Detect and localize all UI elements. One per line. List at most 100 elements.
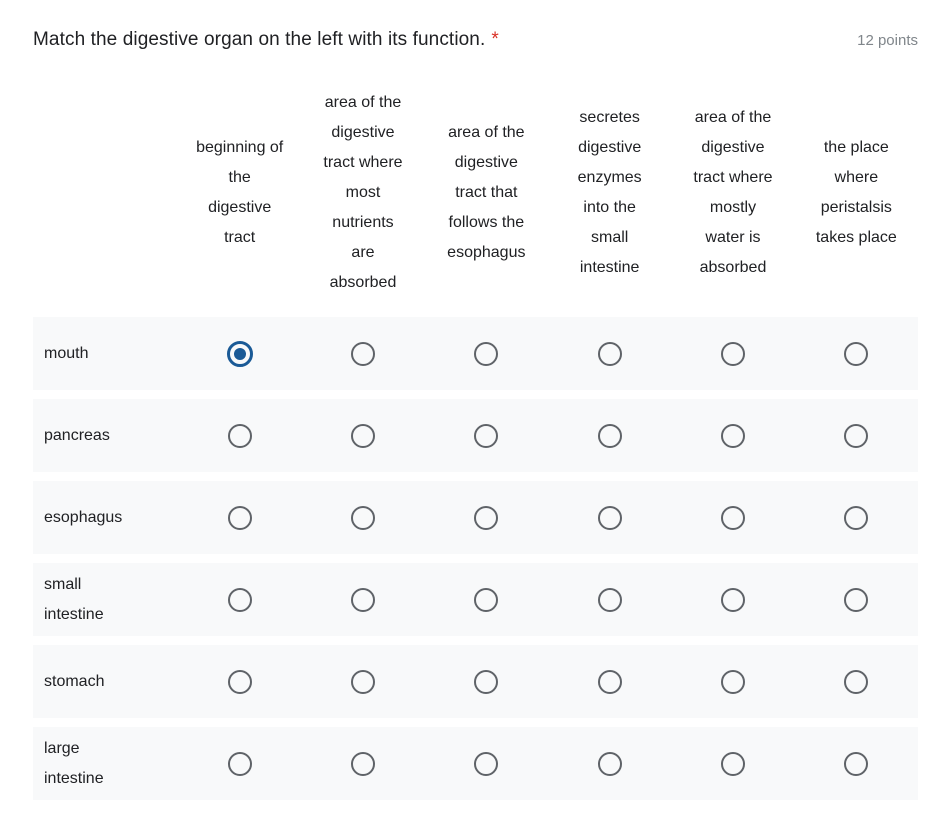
question-title: Match the digestive organ on the left wi… [33,28,499,52]
grid-row-mouth: mouth [33,317,918,390]
radio-cell-stomach-c4 [548,669,671,694]
radio-pancreas-c3[interactable] [474,423,499,448]
grid-row-small-intestine: small intestine [33,563,918,636]
radio-small-intestine-c2[interactable] [350,587,375,612]
row-label-text: esophagus [44,508,123,526]
radio-cell-esophagus-c5 [671,505,794,530]
row-label-pancreas: pancreas [33,421,178,451]
row-label-small-intestine: small intestine [33,570,178,630]
row-label-text: small intestine [44,575,104,623]
radio-small-intestine-c3[interactable] [474,587,499,612]
radio-small-intestine-c1[interactable] [227,587,252,612]
radio-cell-mouth-c4 [548,341,671,366]
radio-cell-large-intestine-c2 [301,751,424,776]
radio-pancreas-c6[interactable] [844,423,869,448]
radio-esophagus-c5[interactable] [720,505,745,530]
radio-cell-pancreas-c2 [301,423,424,448]
radio-large-intestine-c2[interactable] [350,751,375,776]
radio-large-intestine-c1[interactable] [227,751,252,776]
radio-mouth-c5[interactable] [720,341,745,366]
radio-mouth-c6[interactable] [844,341,869,366]
radio-pancreas-c1[interactable] [227,423,252,448]
radio-cell-mouth-c1 [178,340,301,367]
radio-esophagus-c6[interactable] [844,505,869,530]
radio-stomach-c2[interactable] [350,669,375,694]
row-label-large-intestine: large intestine [33,734,178,794]
radio-cell-small-intestine-c2 [301,587,424,612]
radio-cell-pancreas-c4 [548,423,671,448]
radio-cell-small-intestine-c3 [425,587,548,612]
radio-cell-small-intestine-c5 [671,587,794,612]
radio-small-intestine-c4[interactable] [597,587,622,612]
radio-stomach-c6[interactable] [844,669,869,694]
radio-stomach-c3[interactable] [474,669,499,694]
radio-cell-stomach-c2 [301,669,424,694]
row-label-text: large intestine [44,739,104,787]
row-label-esophagus: esophagus [33,503,178,533]
radio-large-intestine-c5[interactable] [720,751,745,776]
radio-cell-stomach-c6 [795,669,918,694]
row-label-text: pancreas [44,426,110,444]
column-header-label: area of the digestive tract where mostly… [693,109,773,276]
radio-mouth-c2[interactable] [350,341,375,366]
radio-cell-pancreas-c6 [795,423,918,448]
column-header-label: the place where peristalsis takes place [815,139,897,246]
grid-row-large-intestine: large intestine [33,727,918,800]
radio-cell-mouth-c5 [671,341,794,366]
radio-small-intestine-c6[interactable] [844,587,869,612]
radio-large-intestine-c4[interactable] [597,751,622,776]
radio-stomach-c1[interactable] [227,669,252,694]
column-header-label: beginning of the digestive tract [196,139,284,246]
radio-cell-mouth-c6 [795,341,918,366]
radio-cell-pancreas-c5 [671,423,794,448]
radio-cell-esophagus-c2 [301,505,424,530]
column-header-4: secretes digestive enzymes into the smal… [548,88,671,308]
radio-large-intestine-c3[interactable] [474,751,499,776]
radio-cell-stomach-c1 [178,669,301,694]
required-asterisk: * [491,29,499,50]
radio-pancreas-c4[interactable] [597,423,622,448]
radio-cell-small-intestine-c6 [795,587,918,612]
grid-row-esophagus: esophagus [33,481,918,554]
question-header: Match the digestive organ on the left wi… [33,28,918,52]
grid-column-headers: beginning of the digestive tract area of … [33,88,918,308]
column-header-1: beginning of the digestive tract [178,88,301,308]
radio-esophagus-c1[interactable] [227,505,252,530]
radio-mouth-c1[interactable] [226,340,253,367]
grid-rows: mouth pancreas esophagus small intestine sto… [33,317,918,800]
radio-cell-large-intestine-c6 [795,751,918,776]
column-header-label: secretes digestive enzymes into the smal… [577,109,642,276]
radio-pancreas-c2[interactable] [350,423,375,448]
radio-cell-pancreas-c1 [178,423,301,448]
radio-stomach-c5[interactable] [720,669,745,694]
radio-cell-small-intestine-c1 [178,587,301,612]
question-card: Match the digestive organ on the left wi… [33,28,918,800]
column-header-5: area of the digestive tract where mostly… [671,88,794,308]
radio-cell-esophagus-c1 [178,505,301,530]
grid-corner-spacer [33,88,178,308]
radio-cell-mouth-c3 [425,341,548,366]
row-label-text: stomach [44,672,105,690]
radio-small-intestine-c5[interactable] [720,587,745,612]
column-header-label: area of the digestive tract where most n… [323,94,403,291]
radio-cell-esophagus-c6 [795,505,918,530]
radio-pancreas-c5[interactable] [720,423,745,448]
radio-esophagus-c2[interactable] [350,505,375,530]
radio-cell-large-intestine-c3 [425,751,548,776]
radio-esophagus-c3[interactable] [474,505,499,530]
radio-stomach-c4[interactable] [597,669,622,694]
column-header-3: area of the digestive tract that follows… [425,88,548,308]
radio-mouth-c3[interactable] [474,341,499,366]
radio-mouth-c4[interactable] [597,341,622,366]
radio-cell-stomach-c5 [671,669,794,694]
radio-large-intestine-c6[interactable] [844,751,869,776]
radio-cell-stomach-c3 [425,669,548,694]
radio-selected-dot [233,347,246,360]
radio-cell-esophagus-c3 [425,505,548,530]
radio-esophagus-c4[interactable] [597,505,622,530]
radio-cell-mouth-c2 [301,341,424,366]
radio-cell-small-intestine-c4 [548,587,671,612]
row-label-text: mouth [44,344,89,362]
radio-cell-pancreas-c3 [425,423,548,448]
grid-row-pancreas: pancreas [33,399,918,472]
